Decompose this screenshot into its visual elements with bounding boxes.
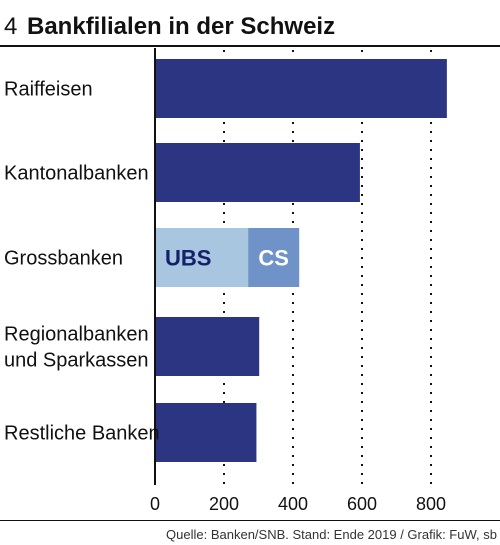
x-tick-label-400: 400	[278, 494, 308, 514]
bar-4	[155, 403, 257, 462]
x-tick-labels: 0 200 400 600 800	[150, 494, 446, 514]
bar-0	[155, 59, 447, 118]
bar-segment-label-cs: CS	[258, 246, 289, 271]
x-tick-label-800: 800	[416, 494, 446, 514]
bar-1	[155, 143, 360, 202]
bar-3	[155, 317, 260, 376]
figure-number: 4	[4, 13, 17, 40]
category-labels: Raiffeisen Kantonalbanken Grossbanken Regio…	[4, 79, 160, 445]
category-label-4: Restliche Banken	[4, 423, 160, 445]
x-tick-label-600: 600	[347, 494, 377, 514]
x-tick-label-0: 0	[150, 494, 160, 514]
bar-segment-ubs	[155, 228, 249, 287]
source-note: Quelle: Banken/SNB. Stand: Ende 2019 / G…	[166, 527, 497, 542]
category-label-3: Regionalbanken und Sparkassen	[4, 324, 149, 372]
x-tick-label-200: 200	[209, 494, 239, 514]
category-label-0: Raiffeisen	[4, 79, 93, 101]
footer-rule	[0, 520, 500, 521]
bars-layer: UBS CS	[155, 59, 447, 462]
bar-segment-label-ubs: UBS	[165, 246, 211, 271]
category-label-1: Kantonalbanken	[4, 163, 149, 185]
bar-segment-cs	[248, 228, 300, 287]
chart-title: Bankfilialen in der Schweiz	[27, 13, 335, 40]
category-label-2: Grossbanken	[4, 248, 123, 270]
title-rule	[0, 45, 500, 47]
